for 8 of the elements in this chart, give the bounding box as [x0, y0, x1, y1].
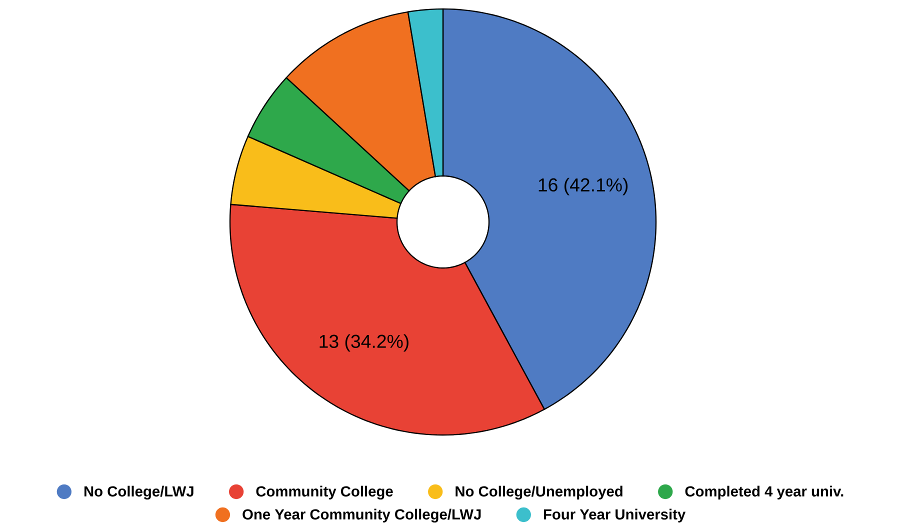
legend-label: One Year Community College/LWJ	[242, 508, 481, 523]
legend-label: Completed 4 year univ.	[685, 486, 844, 500]
data-label: 13 (34.2%)	[320, 334, 408, 352]
legend-label: Four Year University	[544, 508, 686, 522]
legend-label: Community College	[256, 486, 393, 500]
legend-label: No College/Unemployed	[456, 486, 622, 500]
data-label: 16 (42.1%)	[538, 178, 628, 196]
legend-label: No College/LWJ	[84, 486, 194, 500]
